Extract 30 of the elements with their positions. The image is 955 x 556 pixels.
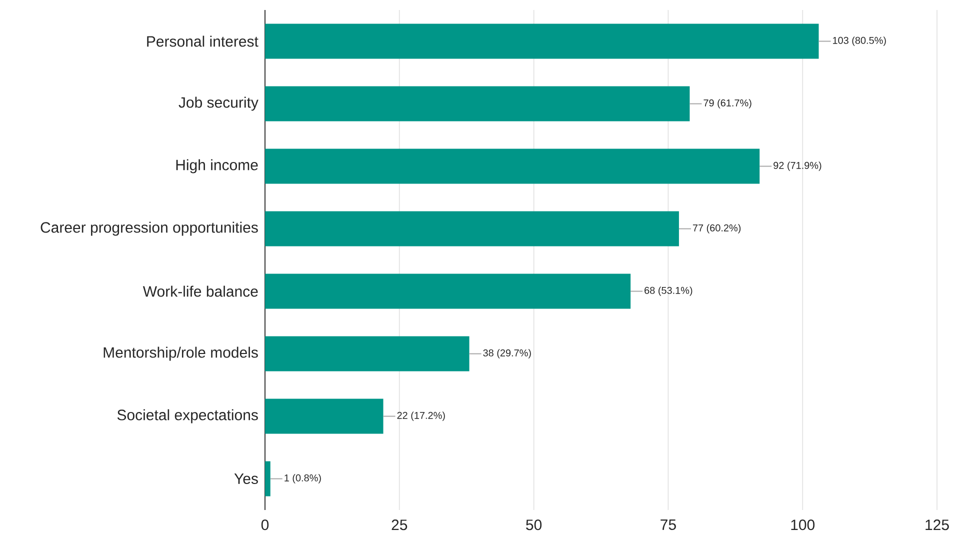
x-tick-label: 25 <box>392 520 408 530</box>
data-label: 77 (60.2%) <box>692 224 741 234</box>
data-label: 92 (71.9%) <box>774 162 822 171</box>
y-tick-label: Societal expectations <box>117 409 258 424</box>
data-label: 1 (0.8%) <box>284 474 321 484</box>
data-label: 68 (53.1%) <box>644 286 692 296</box>
bar <box>264 211 679 246</box>
x-tick-label: 125 <box>926 520 949 530</box>
x-tick-label: 100 <box>791 520 815 530</box>
y-tick-label: Job security <box>178 96 258 111</box>
y-tick-label: Yes <box>234 474 258 484</box>
bar <box>264 86 690 122</box>
data-label: 103 (80.5%) <box>833 36 886 46</box>
y-tick-label: Work-life balance <box>142 286 258 297</box>
bar <box>264 24 819 59</box>
y-tick-label: Personal interest <box>147 36 258 47</box>
x-tick-label: 75 <box>660 520 676 530</box>
bar <box>264 336 470 372</box>
bar <box>264 274 631 309</box>
data-label: 79 (61.7%) <box>704 99 752 108</box>
y-tick-label: Mentorship/role models <box>104 346 258 361</box>
bar <box>264 461 270 496</box>
y-tick-label: High income <box>176 159 258 174</box>
x-tick-label: 50 <box>526 520 542 530</box>
data-label: 22 (17.2%) <box>397 412 445 421</box>
y-tick-label: Career progression opportunities <box>40 222 258 236</box>
bar <box>264 148 760 184</box>
data-label: 38 (29.7%) <box>483 349 531 358</box>
bar <box>264 398 384 434</box>
x-tick-label: 0 <box>261 520 269 530</box>
